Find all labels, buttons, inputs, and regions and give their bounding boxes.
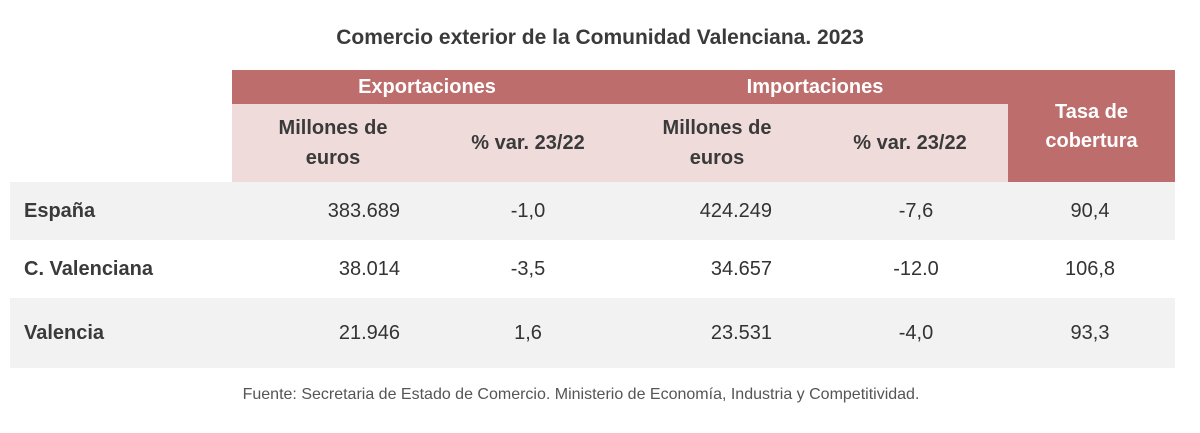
imp-var-subheader-label: % var. 23/22 [853,132,967,154]
exp-var-cell: -3,5 [510,257,546,280]
tasa-cell: 90,4 [1070,199,1110,222]
tasa-cobertura-header: Tasa de cobertura [1008,70,1175,182]
imp-var-cell: -12.0 [893,257,939,280]
exp-var-cell: 1,6 [514,321,542,344]
exp-millones-cell: 21.946 [338,321,400,344]
imp-millones-cell: 23.531 [710,321,772,344]
imp-millones-cell: 34.657 [710,257,772,280]
imp-var-subheader: % var. 23/22 [812,104,1008,182]
exp-millones-cell: 38.014 [338,257,400,280]
imp-var-cell: -7,6 [898,199,934,222]
table-row-band [10,298,1175,368]
exp-millones-cell: 383.689 [327,199,400,222]
row-label: C. Valenciana [24,257,153,280]
exportaciones-header-label: Exportaciones [358,76,496,98]
row-label: Valencia [24,321,105,344]
row-label: España [24,199,96,222]
imp-millones-cell: 424.249 [699,199,772,222]
table-row-band [10,182,1175,240]
importaciones-header: Importaciones [622,70,1008,104]
exp-var-cell: -1,0 [510,199,546,222]
imp-var-cell: -4,0 [898,321,934,344]
exp-millones-subheader-label: Millones de euros [278,117,388,169]
source-note: Fuente: Secretaria de Estado de Comercio… [242,386,920,403]
exportaciones-header: Exportaciones [232,70,622,104]
tasa-cell: 93,3 [1070,321,1110,344]
imp-millones-subheader: Millones de euros [622,104,812,182]
importaciones-header-label: Importaciones [746,76,884,98]
tasa-cobertura-header-label: Tasa de cobertura [1045,101,1138,152]
tasa-cell: 106,8 [1064,257,1116,280]
exp-var-subheader: % var. 23/22 [434,104,622,182]
exp-millones-subheader: Millones de euros [232,104,434,182]
imp-millones-subheader-label: Millones de euros [662,117,772,169]
table-title: Comercio exterior de la Comunidad Valenc… [336,26,864,49]
exp-var-subheader-label: % var. 23/22 [471,132,585,154]
